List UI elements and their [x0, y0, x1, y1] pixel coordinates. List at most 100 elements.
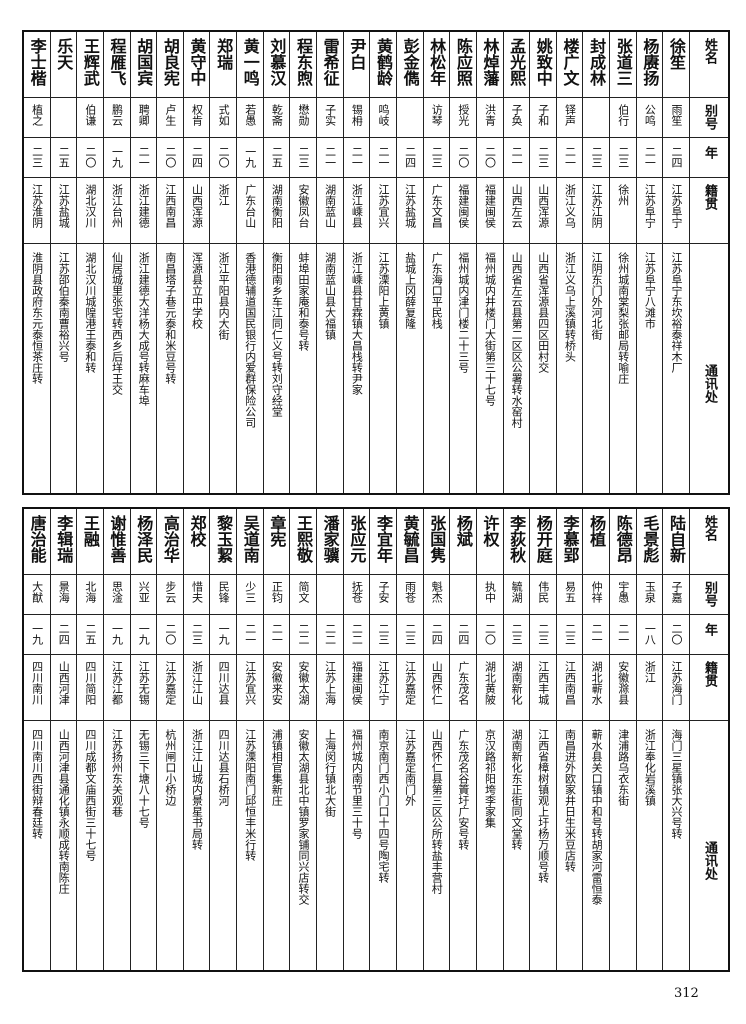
cell-origin: 湖南衡阳: [263, 178, 290, 244]
person-record: 胡国宾 聘卿 二一 浙江建德 浙江建德大洋杨大成号转麻车埠: [129, 32, 157, 493]
cell-alias: 北海: [77, 575, 103, 615]
cell-address: 浙江义乌上溪镇转桥头: [563, 252, 577, 362]
cell-name: 毛景彪: [636, 509, 663, 575]
cell-age: 二四: [663, 138, 689, 178]
cell-origin: 浙江义乌: [556, 178, 583, 244]
person-record: 李荻秋 毓湖 二三 湖南新化 湖南新化东正街同文堂转: [502, 509, 530, 970]
person-record: 徐笙 雨笙 二四 江苏阜宁 江苏阜宁东坎裕泰祥木厂: [662, 32, 689, 493]
cell-alias: 毓湖: [503, 575, 530, 615]
cell-age: 二三: [503, 615, 530, 655]
cell-address: 广东茂名谷篢圩广安号转: [456, 729, 470, 850]
cell-address: 蚌埠田家庵和泰号转: [297, 252, 311, 351]
cell-name: 唐治能: [23, 509, 50, 575]
cell-name: 杨赓扬: [636, 32, 663, 98]
cell-name: 程东煦: [290, 32, 317, 98]
cell-alias: 懋勋: [290, 98, 317, 138]
cell-alias: 聘卿: [130, 98, 157, 138]
cell-origin: 江西南昌: [556, 655, 583, 721]
cell-name: 黎玉絜: [210, 509, 237, 575]
header-alias: 别号: [690, 575, 728, 615]
cell-name: 尹白: [343, 32, 370, 98]
cell-name: 杨开庭: [530, 509, 556, 575]
person-record: 姚致中 子和 二三 山西浑源 山西省浑源县四区田村交: [529, 32, 556, 493]
cell-alias: 授光: [450, 98, 476, 138]
cell-name: 陈应照: [450, 32, 476, 98]
cell-age: 二一: [237, 615, 263, 655]
cell-alias: 洪青: [476, 98, 503, 138]
person-record: 陈应照 授光 二〇 福建闽侯 福州城内津门楼二十三号: [449, 32, 476, 493]
cell-address: 江苏阜宁东坎裕泰祥木厂: [670, 252, 683, 373]
cell-alias: 伯行: [610, 98, 636, 138]
person-record: 杨斌 二四 广东茂名 广东茂名谷篢圩广安号转: [449, 509, 476, 970]
cell-age: 二三: [370, 615, 396, 655]
cell-alias: 民锋: [210, 575, 237, 615]
cell-address: 浙江建德大洋杨大成号转麻车埠: [137, 252, 151, 406]
cell-name: 林焯藩: [476, 32, 503, 98]
cell-address: 山西省左云县第二区区公署转水窑村: [510, 252, 524, 428]
cell-name: 徐笙: [663, 32, 689, 98]
cell-address: 江苏阜宁八滩市: [643, 252, 657, 329]
cell-address: 福州城内井楼门大街第三十七号: [483, 252, 497, 406]
cell-name: 林松年: [423, 32, 450, 98]
cell-address: 安徽太湖县北中镇罗家铺同兴店转交: [297, 729, 311, 905]
cell-age: 一九: [23, 615, 50, 655]
cell-age: 二五: [263, 138, 290, 178]
cell-age: 二一: [556, 138, 583, 178]
person-record: 林焯藩 洪青 二〇 福建闽侯 福州城内井楼门大街第三十七号: [475, 32, 503, 493]
cell-age: 二三: [183, 615, 210, 655]
person-record: 楼广文 铎声 二一 浙江义乌 浙江义乌上溪镇转桥头: [555, 32, 583, 493]
cell-origin: 湖北汉川: [77, 178, 103, 244]
cell-alias: 惜夫: [183, 575, 210, 615]
person-record: 许权 执中 二〇 湖北黄陂 京汉路祁阳垮李家集: [475, 509, 503, 970]
cell-age: 二一: [583, 615, 610, 655]
cell-origin: 浙江江山: [183, 655, 210, 721]
cell-name: 李士楷: [23, 32, 50, 98]
cell-origin: 浙江: [636, 655, 663, 721]
cell-name: 杨植: [583, 509, 610, 575]
cell-name: 彭金儁: [396, 32, 423, 98]
cell-origin: 山西浑源: [183, 178, 210, 244]
header-address: 通讯处: [702, 364, 717, 403]
cell-address: 徐州城南棠梨张邮局转喻庄: [616, 252, 630, 384]
cell-name: 高治华: [157, 509, 183, 575]
cell-age: 二三: [556, 615, 583, 655]
cell-alias: 式如: [210, 98, 237, 138]
person-record: 吴道南 少三 二一 江苏宜兴 江苏溧阳南门邱恒丰米行转: [236, 509, 263, 970]
cell-name: 李荻秋: [503, 509, 530, 575]
cell-alias: 抚苍: [343, 575, 370, 615]
cell-address: 浙江嵊县甘霖镇大昌栈转尹家: [350, 252, 364, 395]
cell-origin: 江西南昌: [157, 178, 183, 244]
person-record: 黄毓昌 雨苍 二三 江苏嘉定 江苏嘉定南门外: [395, 509, 423, 970]
cell-age: 二一: [370, 138, 396, 178]
cell-address: 四川达县石桥河: [217, 729, 231, 806]
cell-address: 衡阳南乡车江同仁义号转刘守经堂: [270, 252, 284, 417]
cell-alias: 若愚: [237, 98, 263, 138]
person-record: 杨赓扬 公鸣 二一 江苏阜宁 江苏阜宁八滩市: [635, 32, 663, 493]
roster-table-bottom: 姓名别号年龄籍贯通讯处陆自新子嘉二〇江苏海门海门三星镇张大兴号转毛景彪玉泉一八浙…: [22, 507, 730, 972]
cell-origin: 安徽来安: [263, 655, 290, 721]
cell-address: 浑源县立中学校: [190, 252, 204, 329]
cell-address: 江苏邵伯秦南曹裕兴号: [57, 252, 71, 362]
cell-alias: 魁杰: [423, 575, 450, 615]
cell-alias: 伟民: [530, 575, 556, 615]
cell-origin: 浙江建德: [130, 178, 157, 244]
cell-alias: 鸣岐: [370, 98, 396, 138]
person-record: 尹白 锡枏 二一 浙江嵊县 浙江嵊县甘霖镇大昌栈转尹家: [342, 32, 370, 493]
cell-origin: 山西河津: [50, 655, 77, 721]
person-record: 林松年 访琴 二三 广东文昌 广东海口平民栈: [422, 32, 450, 493]
cell-origin: 江苏上海: [317, 655, 343, 721]
cell-age: 二一: [263, 615, 290, 655]
cell-name: 章宪: [263, 509, 290, 575]
cell-address: 江苏扬州东关观巷: [110, 729, 124, 817]
cell-age: 二四: [50, 615, 77, 655]
person-record: 张道三 伯行 二三 徐州 徐州城南棠梨张邮局转喻庄: [609, 32, 636, 493]
cell-age: 二五: [50, 138, 77, 178]
cell-age: 二〇: [157, 138, 183, 178]
cell-origin: 福建闽侯: [450, 178, 476, 244]
cell-origin: 浙江: [210, 178, 237, 244]
person-record: 杨开庭 伟民 二三 江西丰城 江西省樟树镇观上圩杨万顺号转: [529, 509, 556, 970]
cell-address: 浦镇相官集新庄: [270, 729, 284, 806]
header-column: 姓名别号年龄籍贯通讯处: [689, 509, 728, 970]
cell-address: 浙江平阳县内大街: [217, 252, 231, 340]
person-record: 谢惟善 思淦 一九 江苏江都 江苏扬州东关观巷: [102, 509, 130, 970]
